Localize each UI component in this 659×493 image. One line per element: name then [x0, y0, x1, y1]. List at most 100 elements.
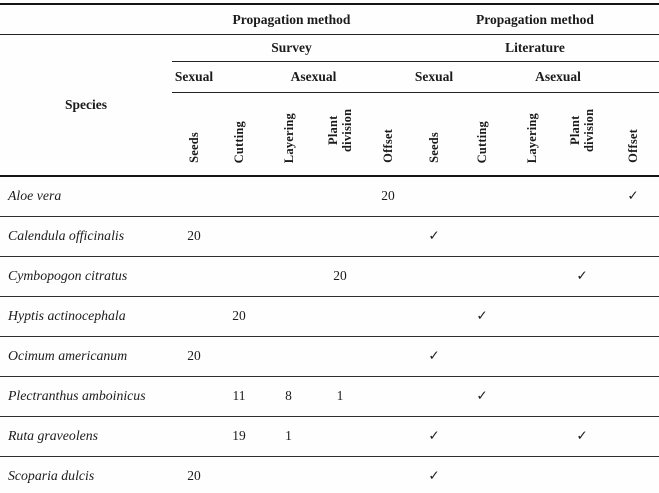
cell-literature-layering — [507, 456, 557, 493]
table-header: Propagation method Propagation method Sp… — [0, 4, 659, 176]
cell-survey-plant-division — [315, 336, 365, 376]
cell-survey-plant-division — [315, 176, 365, 216]
cell-survey-seeds — [172, 296, 216, 336]
cell-survey-offset — [365, 376, 411, 416]
seeds-label: Seeds — [427, 132, 441, 163]
cell-literature-plant-division — [557, 176, 607, 216]
cell-literature-seeds: ✓ — [428, 228, 440, 243]
table-row: Ruta graveolens 19 1 ✓ ✓ — [0, 416, 659, 456]
cell-survey-cutting: 19 — [232, 428, 246, 443]
cell-survey-offset — [365, 216, 411, 256]
cell-literature-cutting: ✓ — [476, 388, 488, 403]
cell-survey-plant-division: 1 — [336, 388, 344, 403]
cell-survey-plant-division — [315, 456, 365, 493]
species-name: Ruta graveolens — [8, 428, 99, 443]
cell-literature-plant-division: ✓ — [576, 268, 588, 283]
method-header-seeds-literature: Seeds — [411, 93, 457, 177]
source-header-survey: Survey — [172, 34, 411, 62]
group-header-survey: Propagation method — [172, 4, 411, 35]
cell-survey-layering — [262, 216, 315, 256]
cell-literature-offset — [607, 256, 659, 296]
source-header-literature: Literature — [411, 34, 659, 62]
method-header-layering-survey: Layering — [262, 93, 315, 177]
sexual-header-survey: Sexual — [172, 61, 216, 93]
offset-label: Offset — [381, 129, 395, 163]
cell-literature-seeds — [411, 256, 457, 296]
cell-literature-layering — [507, 376, 557, 416]
cell-literature-seeds: ✓ — [428, 467, 440, 483]
table-row: Hyptis actinocephala 20 ✓ — [0, 296, 659, 336]
cell-survey-seeds — [172, 416, 216, 456]
cell-literature-offset: ✓ — [627, 188, 639, 204]
cell-survey-layering — [262, 176, 315, 216]
cell-survey-layering — [262, 256, 315, 296]
cell-survey-cutting — [216, 336, 262, 376]
cell-literature-plant-division — [557, 296, 607, 336]
cell-literature-offset — [607, 416, 659, 456]
cell-survey-cutting — [216, 256, 262, 296]
cell-survey-offset — [365, 336, 411, 376]
cell-survey-seeds: 20 — [187, 228, 201, 243]
cell-survey-seeds — [172, 176, 216, 216]
species-name: Plectranthus amboinicus — [8, 388, 146, 403]
asexual-header-literature: Asexual — [457, 61, 659, 93]
method-header-cutting-literature: Cutting — [457, 93, 507, 177]
table-row: Cymbopogon citratus 20 ✓ — [0, 256, 659, 296]
cell-literature-seeds: ✓ — [428, 428, 440, 443]
cell-literature-cutting: ✓ — [476, 308, 488, 323]
cutting-label: Cutting — [232, 120, 246, 163]
species-column-header: Species — [65, 97, 107, 112]
asexual-header-survey: Asexual — [216, 61, 411, 93]
species-name: Cymbopogon citratus — [8, 268, 128, 283]
cell-literature-plant-division — [557, 336, 607, 376]
cell-literature-offset — [607, 376, 659, 416]
cell-literature-offset — [607, 456, 659, 493]
corner-cell — [0, 4, 172, 35]
cell-survey-seeds — [172, 376, 216, 416]
cell-survey-offset — [365, 456, 411, 493]
cell-literature-offset — [607, 336, 659, 376]
propagation-table: Propagation method Propagation method Sp… — [0, 3, 659, 493]
plant-division-label: Plant division — [326, 108, 354, 152]
cell-survey-offset — [365, 256, 411, 296]
cell-survey-cutting — [216, 216, 262, 256]
cell-literature-plant-division — [557, 216, 607, 256]
cell-survey-offset — [365, 296, 411, 336]
cutting-label: Cutting — [475, 120, 489, 163]
cell-survey-cutting — [216, 456, 262, 493]
seeds-label: Seeds — [187, 132, 201, 163]
header-row-sexual-asexual: Sexual Asexual Sexual Asexual — [0, 61, 659, 93]
group-header-literature: Propagation method — [411, 4, 659, 35]
table-row: Scoparia dulcis 20 ✓ — [0, 456, 659, 493]
plant-division-label: Plant division — [568, 108, 596, 152]
cell-literature-cutting — [457, 256, 507, 296]
cell-literature-layering — [507, 296, 557, 336]
species-name: Ocimum americanum — [8, 348, 128, 363]
cell-literature-cutting — [457, 456, 507, 493]
cell-literature-seeds: ✓ — [428, 348, 440, 363]
cell-survey-layering — [262, 456, 315, 493]
header-row-method: Propagation method Propagation method — [0, 4, 659, 35]
cell-literature-cutting — [457, 216, 507, 256]
cell-survey-layering — [262, 336, 315, 376]
cell-survey-seeds — [172, 256, 216, 296]
cell-survey-plant-division — [315, 216, 365, 256]
method-header-layering-literature: Layering — [507, 93, 557, 177]
cell-literature-plant-division — [557, 456, 607, 493]
species-name: Calendula officinalis — [8, 228, 125, 243]
table-row: Ocimum americanum 20 ✓ — [0, 336, 659, 376]
table-row: Aloe vera 20 ✓ — [0, 176, 659, 216]
layering-label: Layering — [281, 112, 296, 163]
cell-survey-offset — [365, 416, 411, 456]
cell-literature-cutting — [457, 336, 507, 376]
species-name: Scoparia dulcis — [8, 467, 95, 483]
cell-survey-layering: 8 — [285, 388, 292, 403]
cell-survey-plant-division — [315, 416, 365, 456]
species-name: Aloe vera — [8, 188, 62, 204]
header-row-source: Species Survey Literature — [0, 34, 659, 112]
cell-literature-plant-division — [557, 376, 607, 416]
table-row: Calendula officinalis 20 ✓ — [0, 216, 659, 256]
cell-literature-seeds — [411, 296, 457, 336]
method-header-plant-division-literature: Plant division — [557, 93, 607, 177]
